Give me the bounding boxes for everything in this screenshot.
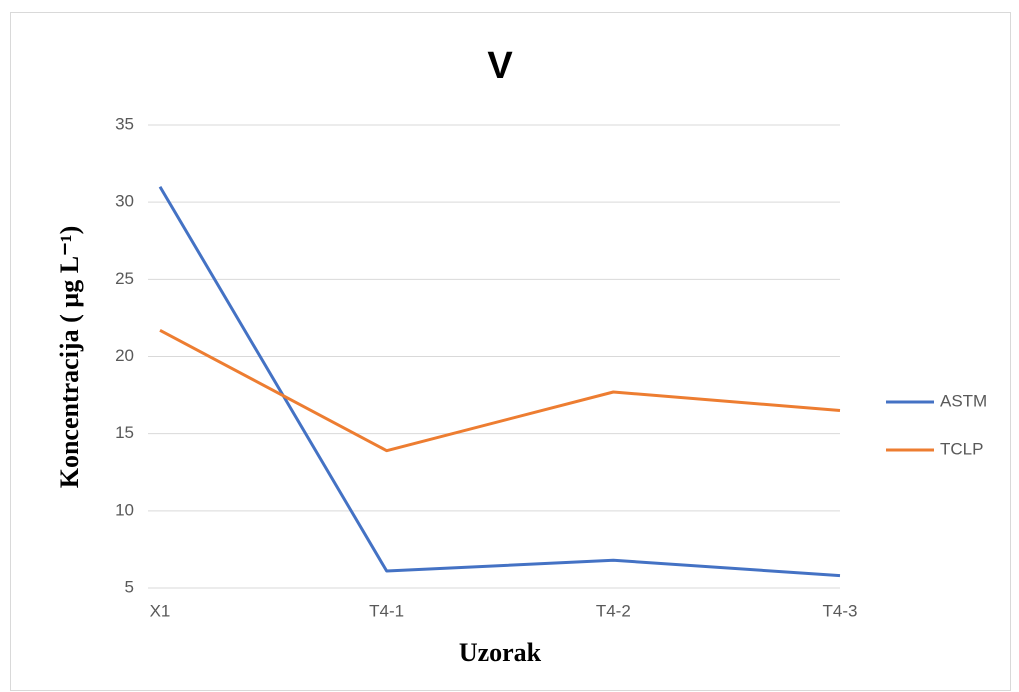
series-line (159, 328, 841, 453)
y-tick-label: 15 (115, 423, 134, 442)
x-axis-label: Uzorak (459, 638, 542, 667)
y-tick-label: 20 (115, 346, 134, 365)
legend-label: ASTM (940, 391, 987, 410)
x-tick-label: T4-2 (596, 601, 631, 620)
x-tick-label: T4-3 (823, 601, 858, 620)
x-tick-label: X1 (150, 601, 171, 620)
chart-border (10, 12, 1011, 691)
legend-label: TCLP (940, 439, 983, 458)
y-tick-label: 30 (115, 192, 134, 211)
y-tick-label: 35 (115, 114, 134, 133)
y-tick-label: 5 (125, 577, 134, 596)
y-axis-label: Koncentracija ( µg L⁻¹) (55, 226, 84, 489)
series-line (158, 185, 841, 578)
chart-title: V (487, 45, 513, 87)
y-tick-label: 25 (115, 269, 134, 288)
x-tick-label: T4-1 (369, 601, 404, 620)
y-tick-label: 10 (115, 500, 134, 519)
